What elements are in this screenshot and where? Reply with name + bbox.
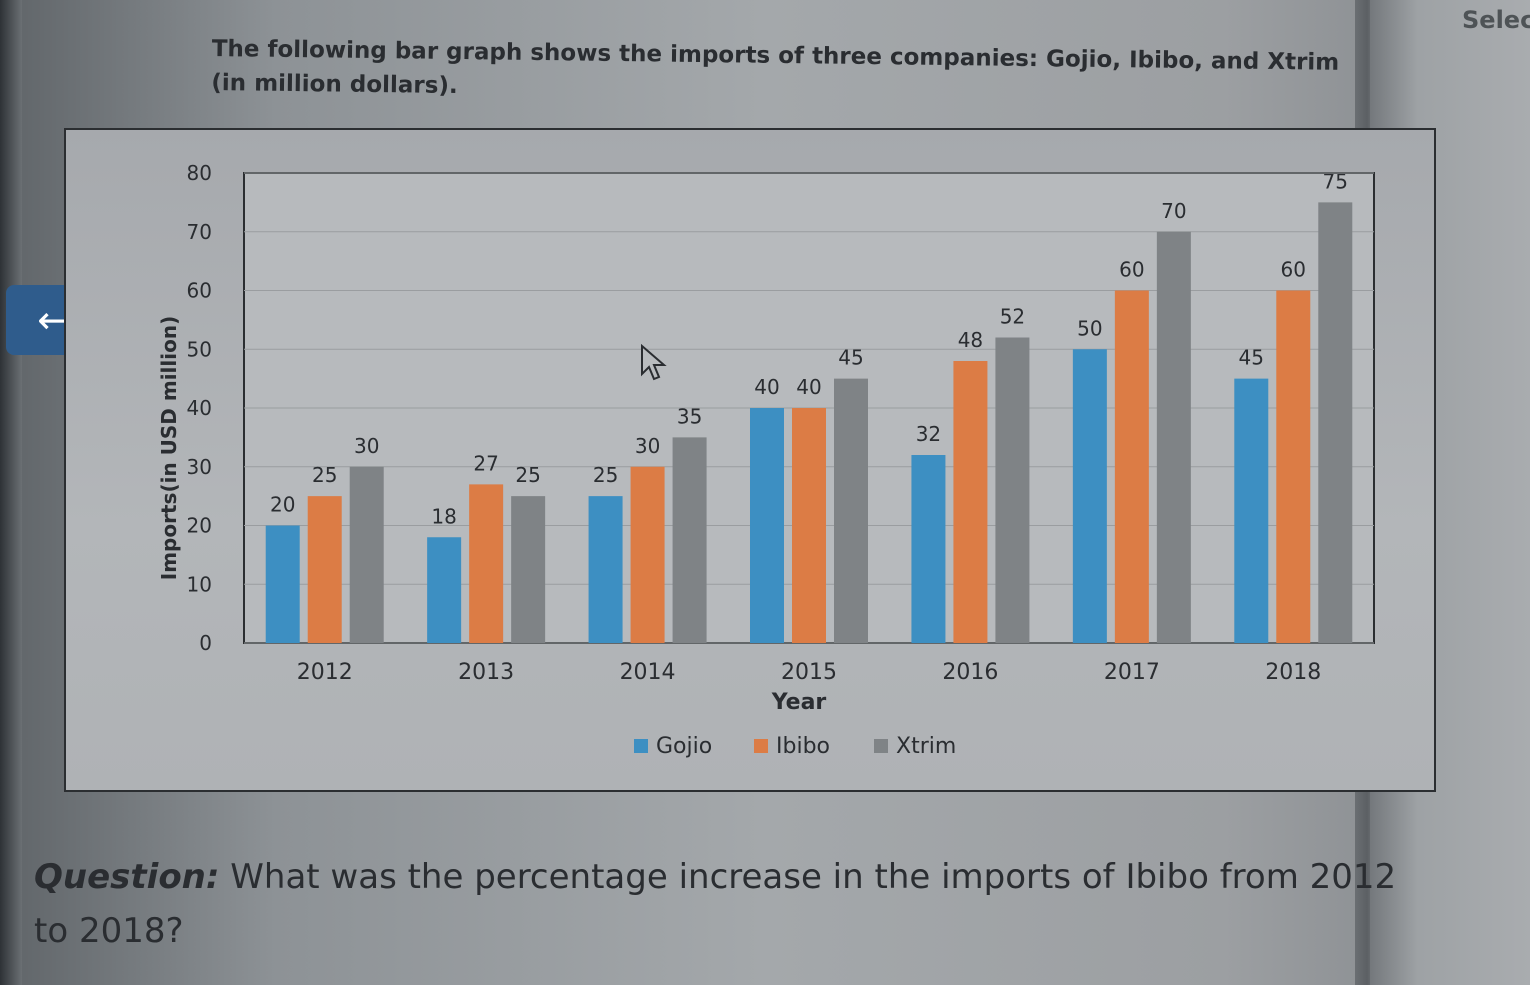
- x-tick-label: 2016: [942, 660, 998, 685]
- data-label: 35: [677, 404, 702, 428]
- data-label: 25: [515, 463, 540, 487]
- y-tick-label: 60: [187, 279, 212, 303]
- data-label: 25: [312, 463, 337, 487]
- data-label: 48: [958, 328, 983, 352]
- bar-xtrim: [1156, 231, 1191, 643]
- data-label: 45: [1239, 346, 1264, 370]
- y-tick-label: 0: [199, 631, 212, 655]
- legend-label: Xtrim: [896, 734, 956, 759]
- bar-gojio: [427, 537, 462, 643]
- bar-gojio: [1072, 349, 1107, 643]
- data-label: 45: [838, 346, 863, 370]
- bar-ibibo: [1114, 290, 1149, 643]
- y-tick-label: 80: [187, 161, 212, 185]
- x-tick-label: 2015: [781, 660, 837, 685]
- data-label: 70: [1161, 199, 1186, 223]
- y-tick-label: 10: [187, 572, 212, 596]
- data-label: 27: [473, 451, 498, 475]
- x-axis-label: Year: [771, 690, 827, 715]
- data-label: 30: [635, 434, 660, 458]
- screen-edge-left: [0, 0, 22, 985]
- question-text: Question: What was the percentage increa…: [34, 850, 1414, 958]
- question-intro: The following bar graph shows the import…: [211, 35, 1340, 100]
- bar-xtrim: [511, 496, 546, 643]
- bar-xtrim: [995, 337, 1030, 643]
- data-label: 40: [796, 375, 821, 399]
- y-axis-label: Imports(in USD million): [157, 316, 181, 580]
- x-tick-label: 2014: [620, 660, 676, 685]
- bar-xtrim: [349, 466, 384, 643]
- x-tick-label: 2017: [1104, 660, 1160, 685]
- bar-ibibo: [630, 466, 665, 643]
- arrow-left-icon: ←: [37, 298, 69, 342]
- x-tick-label: 2012: [297, 660, 353, 685]
- mouse-cursor-icon: [641, 344, 667, 381]
- legend-swatch: [754, 739, 768, 753]
- select-label[interactable]: Selec: [1462, 6, 1530, 34]
- bar-xtrim: [672, 437, 707, 643]
- data-label: 25: [593, 463, 618, 487]
- y-tick-label: 30: [187, 455, 212, 479]
- bar-gojio: [588, 496, 623, 643]
- data-label: 32: [916, 422, 941, 446]
- data-label: 20: [270, 493, 295, 517]
- bar-ibibo: [792, 408, 826, 643]
- data-label: 50: [1077, 316, 1102, 340]
- legend-label: Gojio: [656, 734, 712, 759]
- data-label: 60: [1119, 258, 1144, 282]
- data-label: 75: [1323, 169, 1348, 193]
- x-tick-label: 2018: [1265, 660, 1321, 685]
- data-label: 30: [354, 434, 379, 458]
- legend-swatch: [874, 739, 888, 753]
- data-label: 60: [1281, 258, 1306, 282]
- bar-xtrim: [834, 378, 868, 643]
- y-tick-label: 50: [187, 337, 212, 361]
- bar-ibibo: [469, 484, 504, 643]
- data-label: 40: [754, 375, 779, 399]
- bar-gojio: [750, 408, 784, 643]
- y-tick-label: 20: [187, 514, 212, 538]
- bar-gojio: [1234, 378, 1269, 643]
- bar-xtrim: [1318, 202, 1353, 643]
- y-tick-label: 70: [187, 220, 212, 244]
- data-label: 52: [1000, 305, 1025, 329]
- bar-ibibo: [307, 496, 342, 643]
- question-body: What was the percentage increase in the …: [34, 857, 1397, 951]
- legend-swatch: [634, 739, 648, 753]
- x-tick-label: 2013: [458, 660, 514, 685]
- data-label: 18: [431, 504, 456, 528]
- question-label: Question:: [34, 857, 220, 897]
- bar-ibibo: [1276, 290, 1311, 643]
- bar-gojio: [265, 525, 300, 643]
- legend-label: Ibibo: [776, 734, 830, 759]
- bar-ibibo: [953, 361, 988, 643]
- bar-chart: 0 10 20 30 40 50 60 70 80 Imports(in USD million)…: [157, 161, 1375, 759]
- bar-gojio: [911, 455, 946, 643]
- y-tick-label: 40: [187, 396, 212, 420]
